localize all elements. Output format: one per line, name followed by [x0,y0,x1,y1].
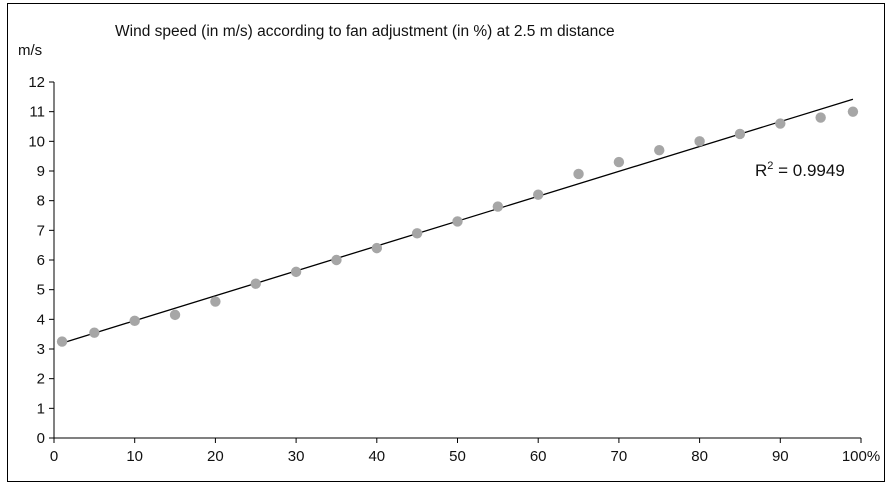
y-tick-label: 6 [37,252,45,269]
y-axis-unit-label: m/s [18,42,42,59]
data-point [129,315,140,327]
x-tick-label: 20 [207,448,224,465]
x-tick-label: 30 [288,448,305,465]
chart-title: Wind speed (in m/s) according to fan adj… [115,23,615,40]
y-tick-label: 9 [37,163,45,180]
data-point [169,309,181,321]
data-point [694,136,705,147]
chart-frame: Wind speed (in m/s) according to fan adj… [7,3,885,482]
y-tick-label: 10 [28,133,45,150]
data-point [250,278,261,289]
data-point [371,242,382,254]
r-squared-annotation: R2 = 0.9949 [755,160,845,180]
data-point [492,201,504,212]
data-point [56,336,68,347]
x-tick-label: 0 [50,448,58,465]
data-point [573,168,584,180]
data-point [654,145,665,156]
data-point [775,118,786,129]
data-point [210,296,221,307]
data-points-group [56,106,859,347]
data-point [331,254,342,266]
data-point [815,112,826,123]
x-tick-label: 100% [842,448,880,465]
x-tick-label: 50 [449,448,466,465]
data-point [613,156,625,168]
data-point [734,128,746,140]
y-tick-label: 3 [37,341,45,358]
y-tick-label: 0 [37,430,45,447]
y-tick-label: 11 [29,104,45,121]
y-tick-label: 4 [37,311,45,328]
y-tick-label: 2 [37,371,45,388]
y-tick-label: 7 [37,222,45,239]
r-squared-value: = 0.9949 [773,161,844,180]
x-tick-label: 10 [126,448,143,465]
data-point [452,216,463,227]
scatter-chart: Wind speed (in m/s) according to fan adj… [18,23,880,465]
y-tick-label: 12 [28,74,45,91]
x-tick-label: 80 [691,448,708,465]
data-point [847,106,859,117]
x-tick-label: 40 [368,448,385,465]
y-tick-label: 8 [37,193,45,210]
x-tick-label: 70 [611,448,628,465]
x-tick-label: 60 [530,448,547,465]
data-point [411,228,423,239]
y-tick-label: 1 [37,400,45,417]
data-point [290,266,302,278]
data-point [533,189,544,200]
data-point [89,327,100,338]
r-squared-prefix: R [755,161,767,180]
y-tick-label: 5 [37,282,45,299]
x-tick-label: 90 [772,448,789,465]
r-squared-superscript: 2 [767,160,773,172]
